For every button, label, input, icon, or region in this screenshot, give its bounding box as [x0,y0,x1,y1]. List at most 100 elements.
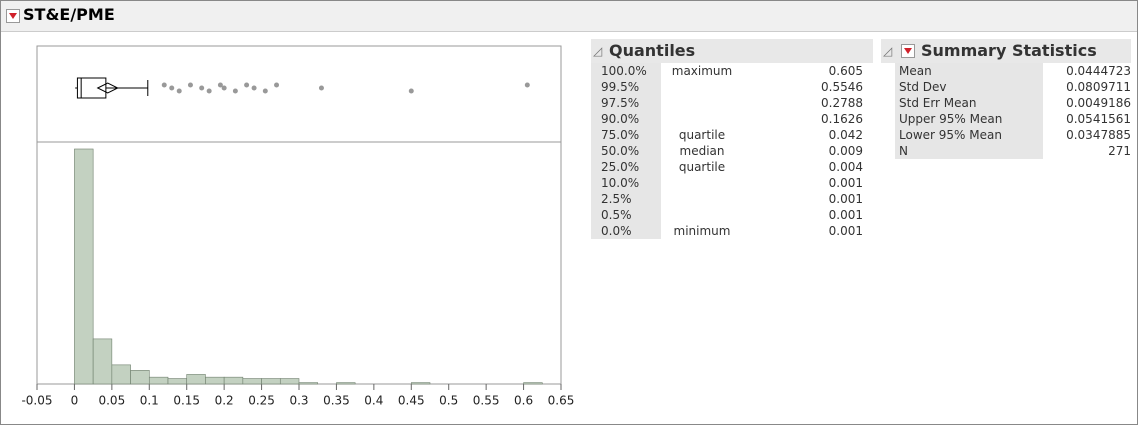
quantile-value: 0.004 [828,160,863,174]
report-title: ST&E/PME [23,5,115,24]
stat-value: 0.0347885 [1066,128,1131,142]
row-shade [591,79,661,95]
stat-name: Lower 95% Mean [899,128,1002,142]
menu-toggle[interactable] [6,9,20,23]
stat-value: 0.0444723 [1066,64,1131,78]
x-tick-label: -0.05 [21,394,52,408]
outlier [169,85,175,91]
summary-title: Summary Statistics [921,41,1097,60]
outlier [161,82,167,88]
quantile-label: median [679,144,725,158]
quantile-value: 0.5546 [821,80,863,94]
row-shade [591,143,661,159]
x-tick-label: 0.2 [215,394,234,408]
bar [242,378,262,385]
stat-value: 271 [1108,144,1131,158]
row-shade [591,207,661,223]
quantiles-header: ◿ Quantiles [591,39,873,63]
histogram-frame [36,141,562,385]
row-shade [591,191,661,207]
stat-name: Mean [899,64,932,78]
quantile-row: 0.5% 0.001 [591,207,873,223]
quantile-percent: 2.5% [601,192,632,206]
quantile-value: 0.001 [828,208,863,222]
quantile-row: 2.5% 0.001 [591,191,873,207]
row-shade [895,63,1043,79]
outlier [232,88,238,94]
outlier [274,82,280,88]
summary-row: N 271 [881,143,1131,159]
outlier [524,82,530,88]
quantile-row: 100.0% maximum 0.605 [591,63,873,79]
x-tick-label: 0.25 [248,394,275,408]
bar [298,382,319,385]
bar [205,376,225,385]
outlier [251,85,257,91]
summary-table: ◿ Summary Statistics Mean 0.0444723 Std Dev… [881,39,1131,159]
quantile-row: 0.0% minimum 0.001 [591,223,873,239]
quantile-label: quartile [678,160,726,174]
quantile-value: 0.009 [828,144,863,158]
stat-name: Std Err Mean [899,96,977,110]
x-tick-label: 0.6 [514,394,533,408]
quantile-percent: 10.0% [601,176,640,190]
summary-row: Std Dev 0.0809711 [881,79,1131,95]
x-tick-label: 0.45 [398,394,425,408]
stat-value: 0.0809711 [1066,80,1131,94]
quantiles-title: Quantiles [609,41,696,60]
quantile-percent: 90.0% [601,112,640,126]
row-shade [895,95,1043,111]
quantile-row: 75.0% quartile 0.042 [591,127,873,143]
report-header: ST&E/PME [1,1,1137,32]
row-shade [591,175,661,191]
bar [261,378,281,385]
box [76,77,107,99]
row-shade [591,127,661,143]
summary-header: ◿ Summary Statistics [881,39,1131,63]
distribution-plot: -0.05 0 0.05 0.1 0.15 0.2 0.25 0.3 0.35 0.4 0.45 0.… [21,45,574,408]
bar [279,378,300,385]
summary-row: Mean 0.0444723 [881,63,1131,79]
outlier [187,82,193,88]
quantile-value: 0.2788 [821,96,863,110]
quantile-percent: 100.0% [601,64,647,78]
quantile-value: 0.001 [828,224,863,238]
outlier [176,88,182,94]
bar [74,148,94,385]
quantile-value: 0.1626 [821,112,863,126]
outlier [221,85,227,91]
outlier [199,85,205,91]
bar [167,378,188,385]
bar [148,376,169,385]
stat-value: 0.0541561 [1066,112,1131,126]
bar [186,374,206,385]
quantile-value: 0.605 [828,64,863,78]
outlier [217,82,223,88]
x-tick-label: 0.1 [140,394,159,408]
quantile-percent: 50.0% [601,144,640,158]
quantile-label: quartile [678,128,726,142]
quantile-percent: 97.5% [601,96,640,110]
bar [130,370,150,385]
outlier [244,82,250,88]
row-shade [591,63,661,79]
quantile-row: 99.5% 0.5546 [591,79,873,95]
x-tick-label: 0.35 [323,394,350,408]
x-tick-label: 0.15 [173,394,200,408]
quantile-row: 50.0% median 0.009 [591,143,873,159]
row-shade [591,111,661,127]
stat-name: Upper 95% Mean [899,112,1003,126]
quantile-row: 97.5% 0.2788 [591,95,873,111]
summary-menu[interactable] [901,44,915,58]
stat-value: 0.0049186 [1066,96,1131,110]
quantile-row: 25.0% quartile 0.004 [591,159,873,175]
quantile-row: 10.0% 0.001 [591,175,873,191]
summary-row: Lower 95% Mean 0.0347885 [881,127,1131,143]
row-shade [895,111,1043,127]
x-tick-label: 0.3 [289,394,308,408]
outlier [206,88,212,94]
outlier [408,88,414,94]
x-tick-label: 0.05 [98,394,125,408]
row-shade [895,127,1043,143]
quantile-percent: 0.5% [601,208,632,222]
